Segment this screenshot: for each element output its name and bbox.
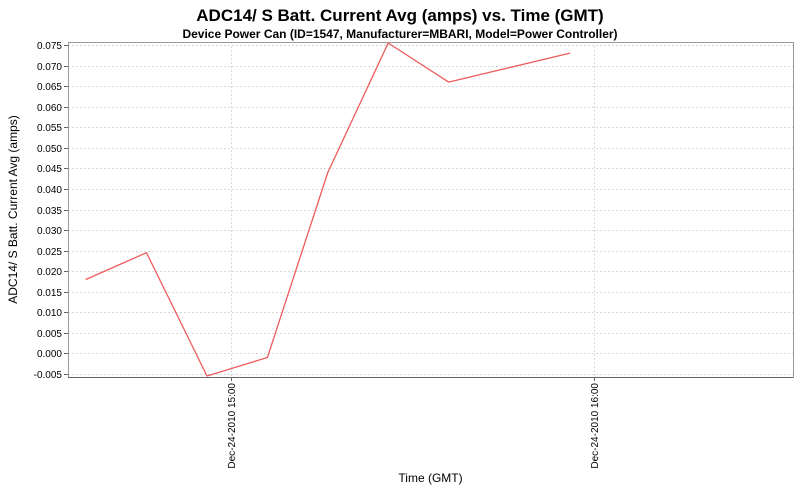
y-tick-label: 0.035 [37, 206, 62, 217]
y-tick-label: 0.075 [37, 41, 62, 52]
x-axis-title: Time (GMT) [398, 471, 462, 485]
y-tick-label: 0.055 [37, 123, 62, 134]
y-tick-label: 0.065 [37, 82, 62, 93]
y-tick-label: 0.020 [37, 267, 62, 278]
y-tick-label: 0.010 [37, 308, 62, 319]
x-tick-label: Dec-24-2010 15:00 [227, 383, 238, 469]
y-tick-label: 0.045 [37, 164, 62, 175]
chart-subtitle: Device Power Can (ID=1547, Manufacturer=… [182, 27, 618, 41]
chart-title: ADC14/ S Batt. Current Avg (amps) vs. Ti… [196, 6, 604, 25]
y-tick-label: 0.030 [37, 226, 62, 237]
series-line [85, 42, 571, 377]
y-tick-label: 0.005 [37, 329, 62, 340]
y-tick-label: 0.025 [37, 247, 62, 258]
y-tick-label: -0.005 [34, 370, 63, 381]
y-tick-label: 0.040 [37, 185, 62, 196]
x-tick-label: Dec-24-2010 16:00 [590, 383, 601, 469]
y-tick-label: 0.060 [37, 103, 62, 114]
y-axis-title: ADC14/ S Batt. Current Avg (amps) [6, 115, 20, 304]
y-tick-label: 0.000 [37, 349, 62, 360]
y-tick-label: 0.070 [37, 62, 62, 73]
y-tick-label: 0.050 [37, 144, 62, 155]
y-tick-label: 0.015 [37, 288, 62, 299]
